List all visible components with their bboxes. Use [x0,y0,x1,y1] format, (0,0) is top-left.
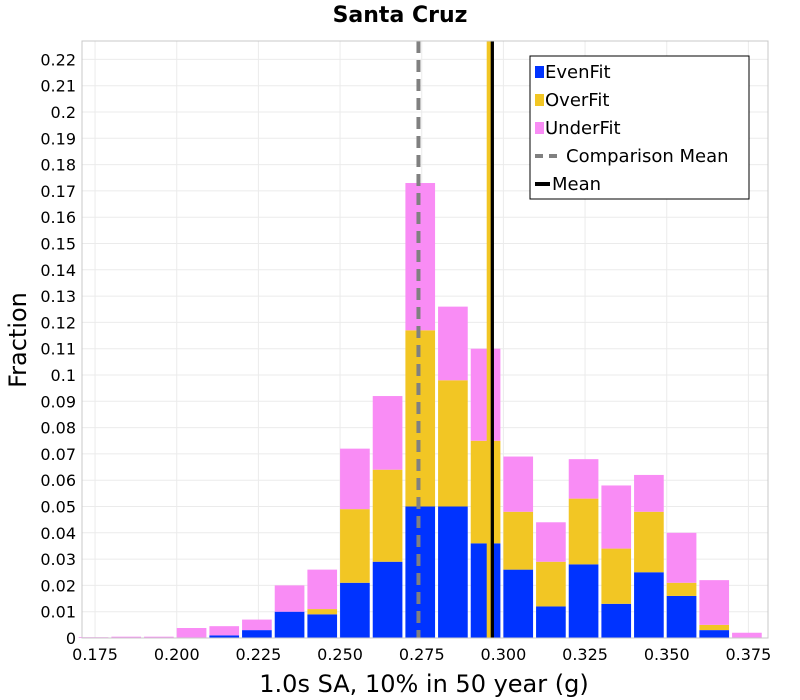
bar-underfit-11 [438,306,468,381]
bar-overfit-12 [470,440,501,544]
y-tick-label: 0.21 [40,77,76,96]
bar-underfit-14 [536,522,566,562]
y-tick-label: 0.07 [40,445,76,464]
bar-evenfit-11 [438,506,468,638]
y-tick-label: 0.18 [40,156,76,175]
bar-evenfit-16 [601,603,632,638]
bar-underfit-18 [666,532,697,583]
y-tick-label: 0.16 [40,208,76,227]
legend-box [529,55,750,200]
bar-underfit-6 [274,585,305,612]
y-tick-label: 0.02 [40,576,76,595]
bar-evenfit-18 [666,595,697,638]
y-tick-label: 0.09 [40,392,76,411]
bar-overfit-14 [536,561,566,607]
x-tick-label: 0.175 [72,645,118,664]
chart-title: Santa Cruz [333,3,468,28]
legend-swatch [535,94,544,106]
x-tick-label: 0.225 [235,645,281,664]
bar-overfit-9 [372,469,403,562]
bar-evenfit-9 [372,561,403,638]
legend-label: OverFit [545,90,609,111]
y-tick-label: 0.12 [40,313,76,332]
bar-evenfit-5 [242,630,272,638]
y-tick-label: 0 [66,629,76,648]
y-axis-label: Fraction [4,292,32,388]
bar-overfit-18 [666,582,697,596]
legend-label: Mean [552,174,601,195]
bar-evenfit-7 [307,614,338,638]
bar-underfit-5 [242,619,272,631]
bar-underfit-1 [111,636,142,638]
mean-lines [416,41,494,638]
bar-evenfit-13 [503,569,534,638]
y-tick-label: 0.1 [51,366,76,385]
x-tick-label: 0.275 [399,645,445,664]
bar-underfit-4 [209,626,240,636]
x-tick-label: 0.325 [562,645,608,664]
y-tick-label: 0.14 [40,261,76,280]
x-tick-label: 0.300 [480,645,526,664]
y-tick-label: 0.06 [40,471,76,490]
y-tick-label: 0.03 [40,550,76,569]
bar-underfit-19 [699,580,730,625]
y-tick-label: 0.19 [40,129,76,148]
bar-evenfit-6 [274,611,305,638]
legend-label: Comparison Mean [566,146,729,167]
y-tick-label: 0.04 [40,524,76,543]
legend-swatch [535,66,544,78]
bar-overfit-15 [568,498,599,565]
x-tick-label: 0.350 [644,645,690,664]
bar-evenfit-17 [634,572,664,638]
x-axis-label: 1.0s SA, 10% in 50 year (g) [259,670,588,698]
bar-underfit-3 [176,628,207,638]
axes [81,40,769,639]
tick-labels: 0 0.01 0.02 0.03 0.04 0.05 0.06 0.07 0.08 0.09 0.1… [40,50,771,664]
bar-underfit-17 [634,474,664,512]
bar-underfit-20 [732,632,762,638]
bar-underfit-2 [144,636,174,638]
legend-swatch [535,122,544,134]
bar-overfit-11 [438,380,468,507]
bar-overfit-13 [503,511,534,570]
bar-overfit-10 [405,330,436,507]
bar-underfit-12 [470,348,501,441]
y-tick-label: 0.15 [40,235,76,254]
y-tick-label: 0.11 [40,340,76,359]
y-tick-label: 0.01 [40,603,76,622]
x-tick-label: 0.375 [725,645,771,664]
bar-underfit-8 [340,448,370,510]
bar-overfit-16 [601,548,632,604]
legend-label: UnderFit [545,118,621,139]
y-tick-label: 0.05 [40,498,76,517]
bar-overfit-17 [634,511,664,573]
y-tick-label: 0.22 [40,50,76,69]
bar-evenfit-12 [470,543,501,638]
y-tick-label: 0.08 [40,419,76,438]
plot-frame [81,40,769,639]
x-tick-label: 0.200 [154,645,200,664]
bar-evenfit-8 [340,582,370,638]
y-tick-label: 0.13 [40,287,76,306]
bar-overfit-7 [307,609,338,615]
bar-underfit-15 [568,459,599,499]
bar-overfit-19 [699,624,730,631]
bar-evenfit-19 [699,630,730,638]
legend: EvenFit OverFit UnderFit Comparison Mean Mea… [529,55,750,200]
bar-evenfit-15 [568,564,599,638]
y-tick-label: 0.2 [51,103,76,122]
y-tick-label: 0.17 [40,182,76,201]
bar-underfit-9 [372,396,403,470]
bar-underfit-7 [307,569,338,610]
legend-label: EvenFit [545,62,611,83]
bar-evenfit-4 [209,635,240,638]
bar-underfit-16 [601,485,632,549]
bar-underfit-13 [503,456,534,512]
bar-overfit-8 [340,509,370,583]
x-tick-label: 0.250 [317,645,363,664]
bar-evenfit-14 [536,606,566,638]
